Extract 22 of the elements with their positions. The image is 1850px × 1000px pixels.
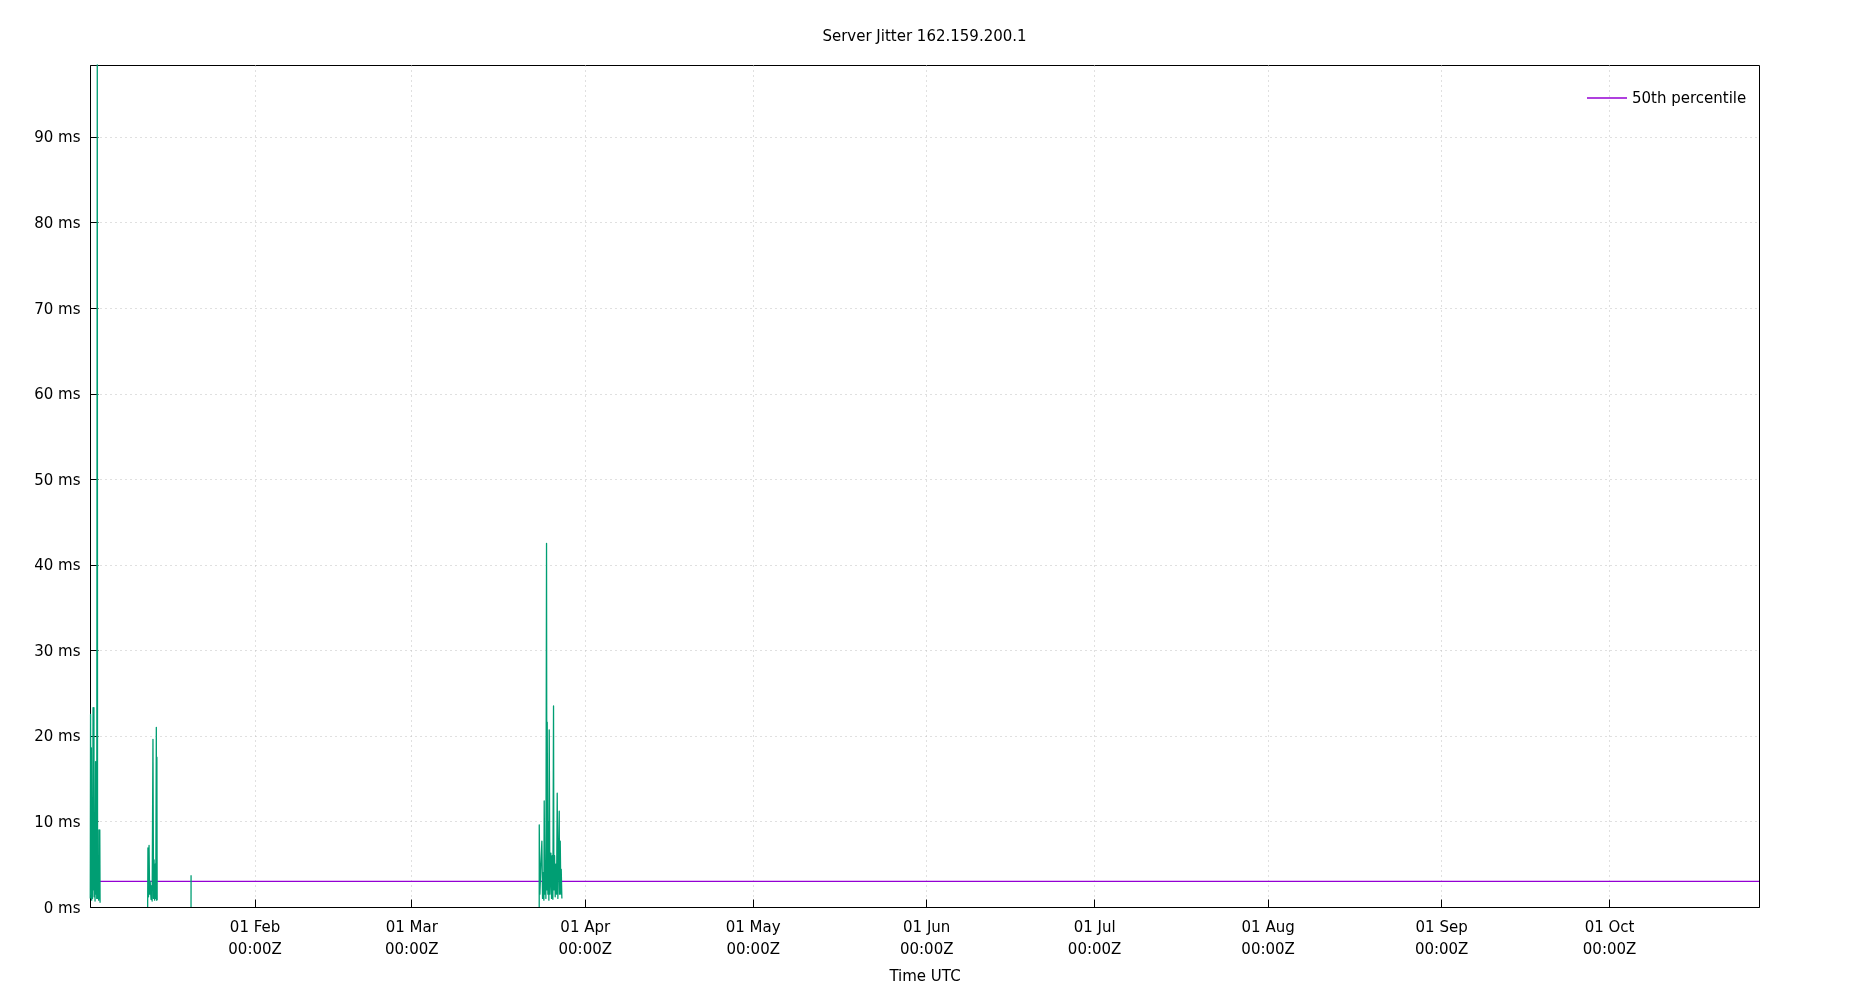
y-tick-label: 60 ms — [34, 385, 81, 404]
y-tick-label: 80 ms — [34, 213, 81, 232]
y-tick-label: 90 ms — [34, 128, 81, 147]
x-axis-title: Time UTC — [888, 966, 961, 985]
x-tick-label: 01 Feb 00:00Z — [228, 917, 282, 958]
y-tick-label: 70 ms — [34, 299, 81, 318]
x-tick-label: 01 Oct 00:00Z — [1582, 917, 1637, 958]
y-tick-label: 20 ms — [34, 727, 81, 746]
y-tick-label: 10 ms — [34, 812, 81, 831]
x-tick-label: 01 May 00:00Z — [725, 917, 781, 958]
x-tick-label: 01 Jul 00:00Z — [1067, 917, 1122, 958]
x-tick-label: 01 Apr 00:00Z — [558, 917, 613, 958]
x-tick-label: 01 Jun 00:00Z — [899, 917, 954, 958]
x-tick-label: 01 Mar 00:00Z — [385, 917, 439, 958]
chart-title: Server Jitter 162.159.200.1 — [822, 27, 1027, 46]
y-tick-label: 30 ms — [34, 641, 81, 660]
y-tick-label: 0 ms — [43, 898, 81, 917]
legend-label: 50th percentile — [1632, 89, 1747, 107]
y-tick-label: 40 ms — [34, 556, 81, 575]
x-tick-label: 01 Sep 00:00Z — [1414, 917, 1469, 958]
x-tick-label: 01 Aug 00:00Z — [1241, 917, 1295, 958]
y-tick-label: 50 ms — [34, 470, 81, 489]
